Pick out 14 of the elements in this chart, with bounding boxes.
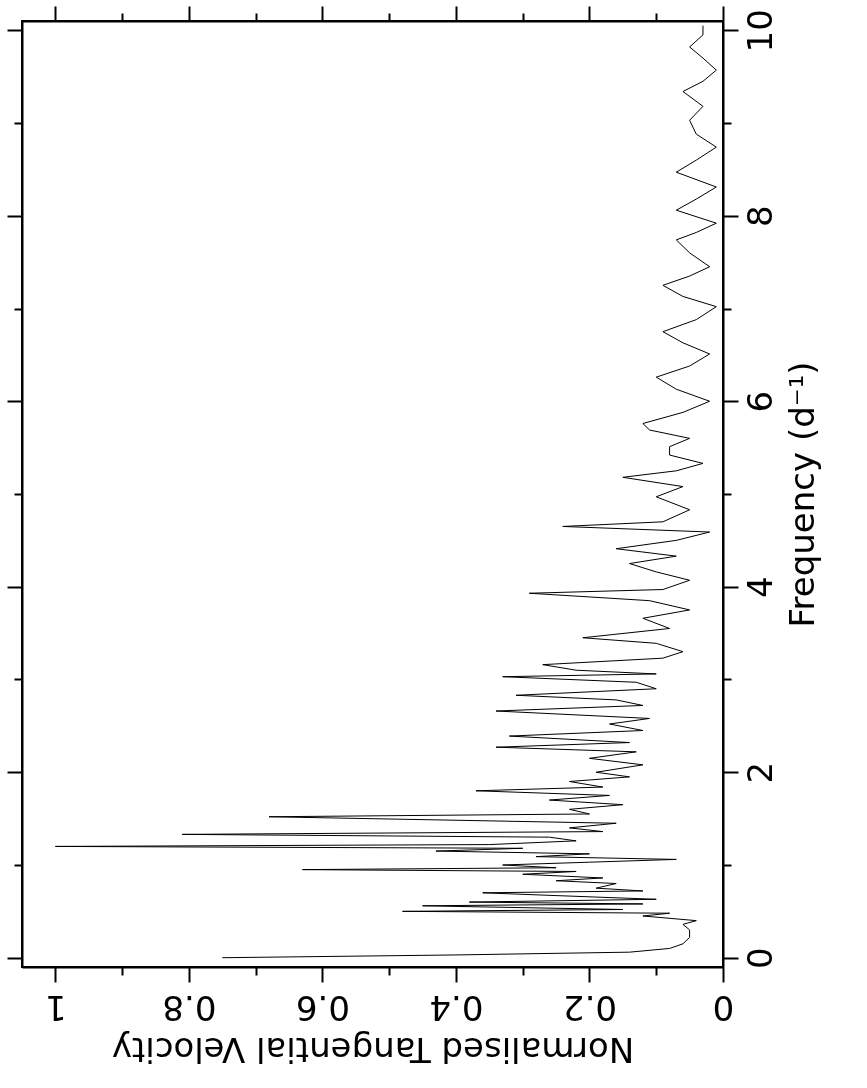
- y-tick-label: 2: [739, 761, 780, 784]
- y-tick-label: 8: [739, 205, 780, 228]
- y-tick-label: 10: [739, 9, 780, 53]
- y-axis-title: Frequency (d⁻¹): [781, 361, 822, 628]
- x-tick-label: 0: [712, 987, 735, 1028]
- y-tick-label: 6: [739, 390, 780, 413]
- y-tick-label: 0: [739, 947, 780, 970]
- x-axis-title: Normalised Tangential Velocity: [111, 1029, 635, 1070]
- x-tick-label: 0.2: [562, 987, 618, 1028]
- x-tick-label: 0.4: [429, 987, 484, 1028]
- y-tick-label: 4: [739, 576, 780, 599]
- x-tick-label: 0.8: [162, 987, 217, 1028]
- x-tick-label: 1: [45, 987, 67, 1028]
- x-tick-label: 0.6: [295, 987, 350, 1028]
